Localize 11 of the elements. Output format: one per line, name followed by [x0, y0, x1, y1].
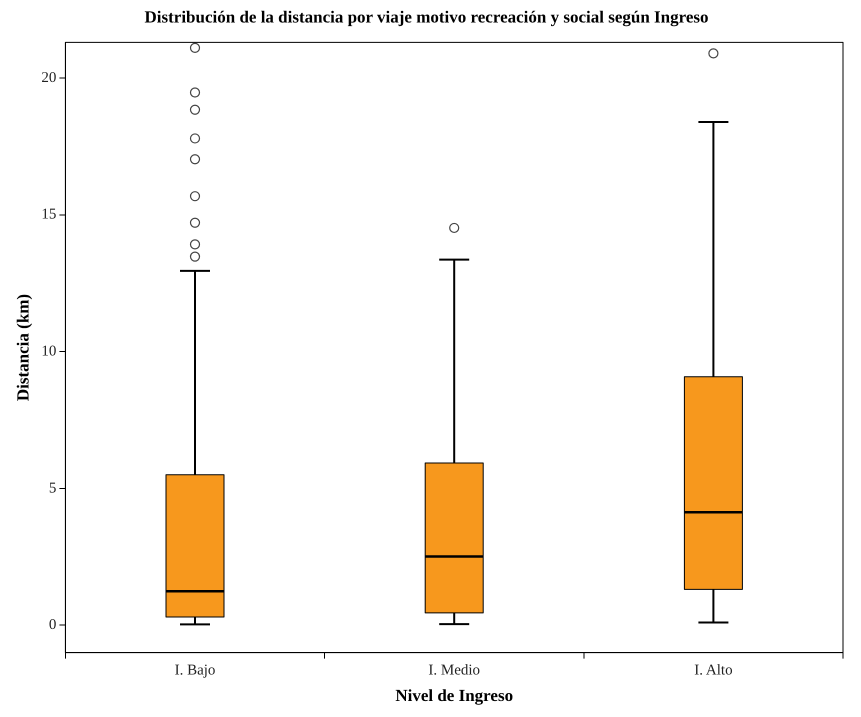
y-tick-label: 5 [48, 480, 56, 496]
y-axis-title: Distancia (km) [14, 294, 33, 402]
y-tick-label: 20 [41, 70, 56, 86]
y-tick-label: 10 [41, 344, 56, 360]
x-tick-label: I. Medio [428, 662, 480, 679]
x-axis-title: Nivel de Ingreso [395, 686, 514, 706]
chart-title: Distribución de la distancia por viaje motivo recreación y social según Ingreso [144, 8, 708, 27]
y-tick-label: 15 [41, 206, 56, 223]
x-tick-label: I. Alto [694, 662, 733, 679]
x-tick-label: I. Bajo [174, 662, 216, 679]
y-tick-label: 0 [48, 617, 56, 634]
